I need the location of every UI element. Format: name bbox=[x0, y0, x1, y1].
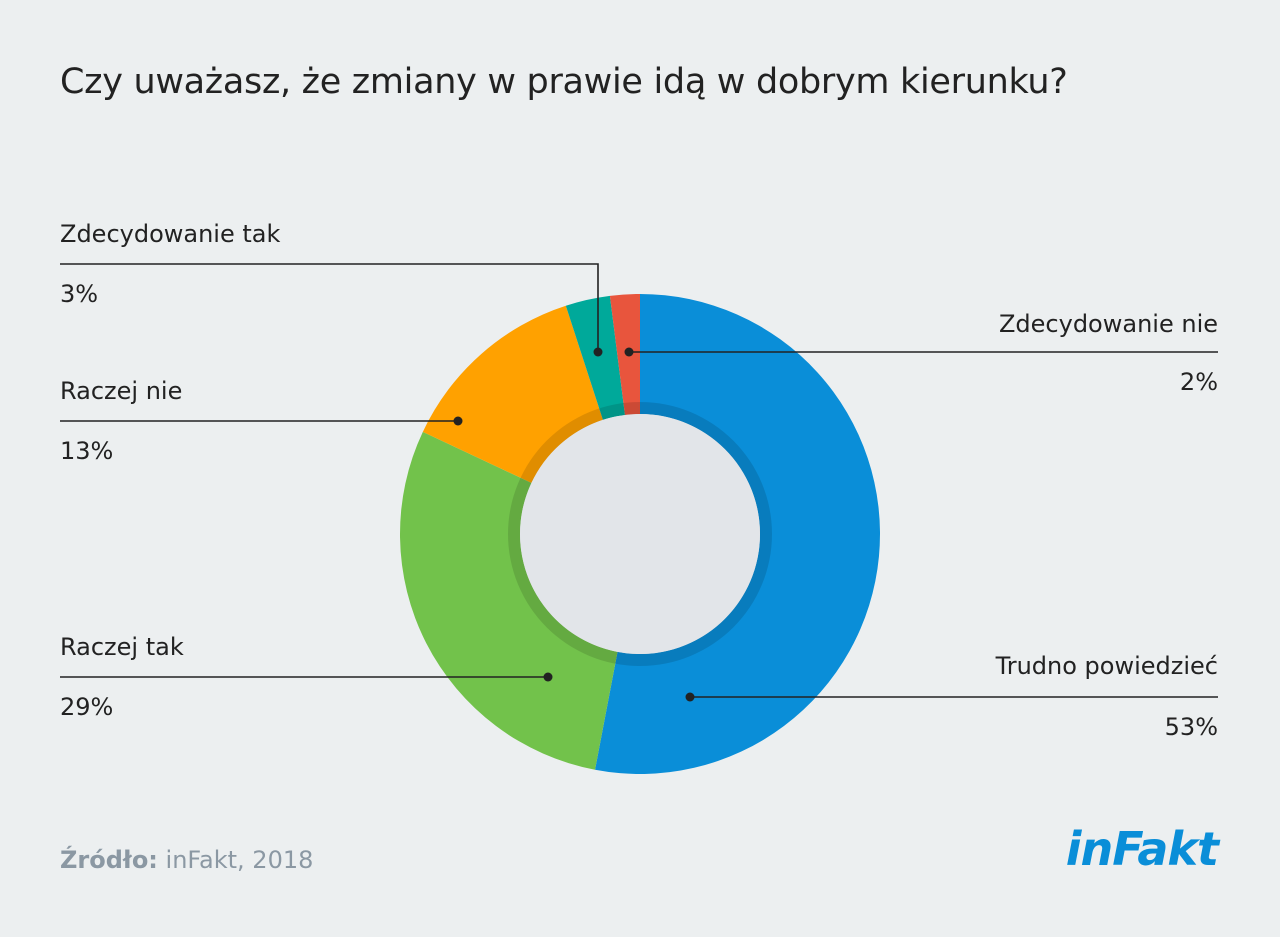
slice-trudno-powiedzieć bbox=[595, 294, 880, 774]
leader-dot-trudno-powiedzieć bbox=[685, 692, 695, 702]
pct-trudno-powiedziec: 53% bbox=[1164, 713, 1218, 741]
pct-zdecydowanie-nie: 2% bbox=[1179, 368, 1218, 396]
chart-title: Czy uważasz, że zmiany w prawie idą w do… bbox=[60, 62, 1068, 102]
pct-raczej-nie: 13% bbox=[60, 437, 114, 465]
label-raczej-tak: Raczej tak bbox=[60, 633, 184, 661]
leader-dot-raczej-tak bbox=[543, 672, 553, 682]
leader-dot-zdecydowanie-nie bbox=[624, 347, 634, 357]
leader-dot-zdecydowanie-tak bbox=[593, 347, 603, 357]
donut-hole bbox=[520, 414, 760, 654]
source-text: inFakt, 2018 bbox=[165, 846, 314, 874]
source-note: Źródło: inFakt, 2018 bbox=[60, 846, 313, 874]
pct-zdecydowanie-tak: 3% bbox=[60, 280, 99, 308]
pct-raczej-tak: 29% bbox=[60, 693, 114, 721]
label-trudno-powiedziec: Trudno powiedzieć bbox=[995, 652, 1218, 680]
slice-raczej-tak bbox=[400, 431, 618, 770]
source-prefix: Źródło: bbox=[60, 846, 158, 874]
donut-slices bbox=[400, 294, 880, 774]
slice-zdecydowanie-tak bbox=[565, 295, 625, 420]
label-zdecydowanie-nie: Zdecydowanie nie bbox=[998, 310, 1218, 338]
label-zdecydowanie-tak: Zdecydowanie tak bbox=[60, 220, 281, 248]
leader-dot-raczej-nie bbox=[453, 416, 463, 426]
label-raczej-nie: Raczej nie bbox=[60, 377, 183, 405]
slice-raczej-nie bbox=[422, 305, 603, 483]
callout-leaders bbox=[60, 263, 1218, 702]
slice-zdecydowanie-nie bbox=[609, 294, 640, 415]
leader-line-zdecydowanie-tak bbox=[60, 263, 599, 352]
infakt-logo: inFakt bbox=[1065, 822, 1219, 876]
